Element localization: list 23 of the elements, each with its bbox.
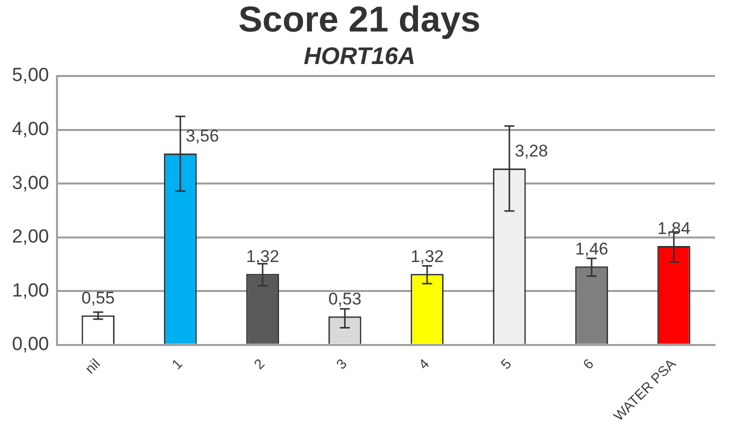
data-label: 0,55 bbox=[82, 288, 115, 308]
chart-subtitle: HORT16A bbox=[304, 43, 416, 70]
data-label: 1,84 bbox=[657, 219, 690, 238]
x-tick-label: 5 bbox=[497, 355, 514, 372]
x-tick-label: nil bbox=[82, 355, 103, 377]
y-tick-label: 5,00 bbox=[12, 65, 49, 86]
y-tick-label: 3,00 bbox=[12, 172, 49, 194]
y-tick-label: 0,00 bbox=[12, 334, 49, 356]
data-label: 1,46 bbox=[575, 240, 608, 259]
y-tick-label: 1,00 bbox=[12, 280, 49, 302]
data-label: 3,56 bbox=[186, 126, 219, 146]
data-label: 1,32 bbox=[410, 247, 444, 266]
chart-title: Score 21 days bbox=[238, 0, 481, 40]
x-tick-label: 6 bbox=[580, 355, 597, 372]
data-label: 3,28 bbox=[514, 142, 548, 161]
y-tick-label: 4,00 bbox=[12, 119, 49, 140]
data-label: 0,53 bbox=[328, 290, 362, 309]
x-tick-label: 4 bbox=[415, 355, 432, 372]
x-tick-label: 2 bbox=[250, 355, 268, 372]
x-tick-label: 3 bbox=[332, 355, 350, 372]
data-label: 1,32 bbox=[246, 247, 280, 266]
x-tick-label: 1 bbox=[168, 355, 186, 372]
y-tick-label: 2,00 bbox=[12, 226, 49, 248]
